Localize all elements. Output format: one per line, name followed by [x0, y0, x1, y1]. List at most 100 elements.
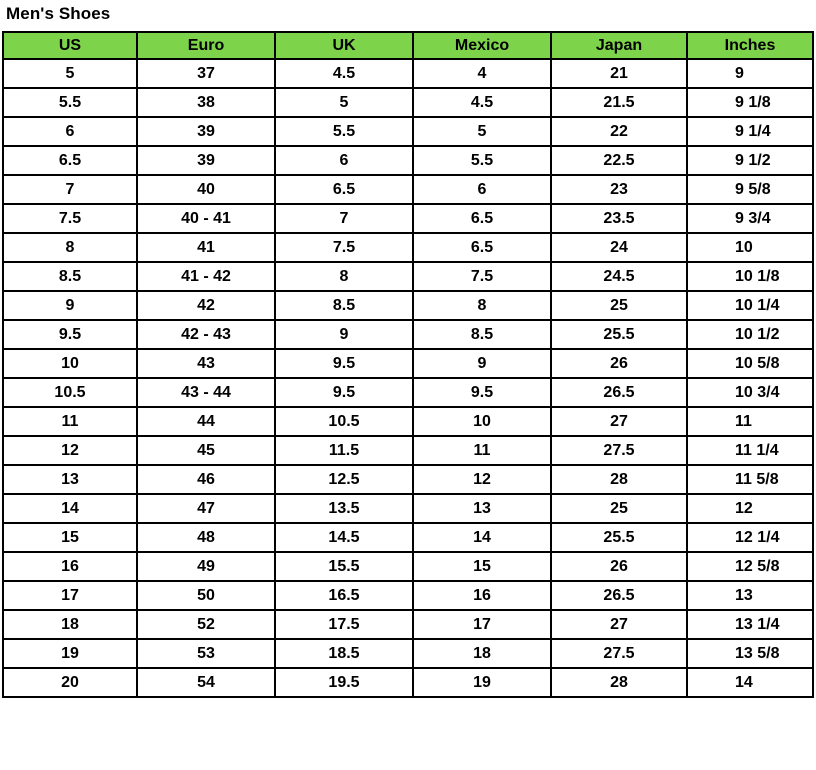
column-header-euro: Euro — [136, 31, 276, 60]
cell-euro: 41 — [136, 232, 276, 263]
cell-japan: 27.5 — [550, 638, 688, 669]
cell-japan: 21.5 — [550, 87, 688, 118]
cell-japan: 27 — [550, 406, 688, 437]
cell-us: 20 — [2, 667, 138, 698]
cell-inches: 14 — [686, 667, 814, 698]
cell-japan: 22.5 — [550, 145, 688, 176]
cell-uk: 8 — [274, 261, 414, 292]
cell-us: 7.5 — [2, 203, 138, 234]
table-header-row: US Euro UK Mexico Japan Inches — [2, 31, 814, 60]
cell-japan: 26 — [550, 348, 688, 379]
cell-mexico: 6.5 — [412, 203, 552, 234]
cell-inches: 9 1/2 — [686, 145, 814, 176]
cell-uk: 6 — [274, 145, 414, 176]
cell-uk: 10.5 — [274, 406, 414, 437]
cell-uk: 18.5 — [274, 638, 414, 669]
table-row: 15 48 14.5 14 25.5 12 1/4 — [2, 522, 814, 553]
cell-uk: 7.5 — [274, 232, 414, 263]
table-row: 5.5 38 5 4.5 21.5 9 1/8 — [2, 87, 814, 118]
cell-uk: 9.5 — [274, 348, 414, 379]
table-row: 9 42 8.5 8 25 10 1/4 — [2, 290, 814, 321]
cell-euro: 40 - 41 — [136, 203, 276, 234]
cell-us: 5.5 — [2, 87, 138, 118]
cell-euro: 48 — [136, 522, 276, 553]
table-row: 7 40 6.5 6 23 9 5/8 — [2, 174, 814, 205]
cell-euro: 52 — [136, 609, 276, 640]
table-header: US Euro UK Mexico Japan Inches — [2, 31, 814, 60]
cell-japan: 26.5 — [550, 377, 688, 408]
cell-us: 13 — [2, 464, 138, 495]
cell-euro: 40 — [136, 174, 276, 205]
cell-uk: 16.5 — [274, 580, 414, 611]
cell-euro: 43 — [136, 348, 276, 379]
cell-inches: 9 — [686, 58, 814, 89]
table-row: 6.5 39 6 5.5 22.5 9 1/2 — [2, 145, 814, 176]
cell-euro: 44 — [136, 406, 276, 437]
cell-uk: 7 — [274, 203, 414, 234]
cell-inches: 13 1/4 — [686, 609, 814, 640]
cell-inches: 9 1/8 — [686, 87, 814, 118]
cell-euro: 54 — [136, 667, 276, 698]
table-row: 18 52 17.5 17 27 13 1/4 — [2, 609, 814, 640]
cell-mexico: 4 — [412, 58, 552, 89]
cell-us: 16 — [2, 551, 138, 582]
cell-inches: 12 — [686, 493, 814, 524]
cell-inches: 10 — [686, 232, 814, 263]
cell-euro: 42 — [136, 290, 276, 321]
cell-uk: 8.5 — [274, 290, 414, 321]
cell-us: 8 — [2, 232, 138, 263]
cell-euro: 45 — [136, 435, 276, 466]
table-row: 19 53 18.5 18 27.5 13 5/8 — [2, 638, 814, 669]
table-row: 10 43 9.5 9 26 10 5/8 — [2, 348, 814, 379]
cell-uk: 11.5 — [274, 435, 414, 466]
cell-uk: 14.5 — [274, 522, 414, 553]
cell-uk: 9.5 — [274, 377, 414, 408]
cell-mexico: 7.5 — [412, 261, 552, 292]
table-row: 8.5 41 - 42 8 7.5 24.5 10 1/8 — [2, 261, 814, 292]
table-row: 16 49 15.5 15 26 12 5/8 — [2, 551, 814, 582]
cell-inches: 11 — [686, 406, 814, 437]
cell-us: 8.5 — [2, 261, 138, 292]
cell-mexico: 19 — [412, 667, 552, 698]
cell-japan: 21 — [550, 58, 688, 89]
cell-inches: 9 3/4 — [686, 203, 814, 234]
cell-japan: 23 — [550, 174, 688, 205]
table-row: 20 54 19.5 19 28 14 — [2, 667, 814, 698]
cell-uk: 13.5 — [274, 493, 414, 524]
cell-japan: 22 — [550, 116, 688, 147]
cell-us: 14 — [2, 493, 138, 524]
cell-inches: 10 5/8 — [686, 348, 814, 379]
cell-mexico: 13 — [412, 493, 552, 524]
cell-japan: 25.5 — [550, 522, 688, 553]
cell-euro: 38 — [136, 87, 276, 118]
cell-euro: 43 - 44 — [136, 377, 276, 408]
table-row: 6 39 5.5 5 22 9 1/4 — [2, 116, 814, 147]
cell-mexico: 17 — [412, 609, 552, 640]
cell-mexico: 12 — [412, 464, 552, 495]
cell-inches: 12 1/4 — [686, 522, 814, 553]
table-row: 12 45 11.5 11 27.5 11 1/4 — [2, 435, 814, 466]
cell-us: 17 — [2, 580, 138, 611]
column-header-us: US — [2, 31, 138, 60]
cell-uk: 17.5 — [274, 609, 414, 640]
cell-mexico: 11 — [412, 435, 552, 466]
table-row: 14 47 13.5 13 25 12 — [2, 493, 814, 524]
cell-mexico: 5 — [412, 116, 552, 147]
table-row: 5 37 4.5 4 21 9 — [2, 58, 814, 89]
cell-euro: 46 — [136, 464, 276, 495]
cell-euro: 41 - 42 — [136, 261, 276, 292]
cell-inches: 10 1/2 — [686, 319, 814, 350]
cell-inches: 10 1/4 — [686, 290, 814, 321]
table-row: 9.5 42 - 43 9 8.5 25.5 10 1/2 — [2, 319, 814, 350]
page-title: Men's Shoes — [6, 4, 111, 23]
cell-japan: 23.5 — [550, 203, 688, 234]
cell-inches: 9 1/4 — [686, 116, 814, 147]
cell-mexico: 6.5 — [412, 232, 552, 263]
cell-mexico: 4.5 — [412, 87, 552, 118]
table-row: 10.5 43 - 44 9.5 9.5 26.5 10 3/4 — [2, 377, 814, 408]
cell-japan: 28 — [550, 464, 688, 495]
cell-mexico: 10 — [412, 406, 552, 437]
table-body: 5 37 4.5 4 21 9 5.5 38 5 4.5 21.5 9 1/8 6 39 5.5 5 22 9 1… — [2, 58, 814, 698]
cell-japan: 24.5 — [550, 261, 688, 292]
